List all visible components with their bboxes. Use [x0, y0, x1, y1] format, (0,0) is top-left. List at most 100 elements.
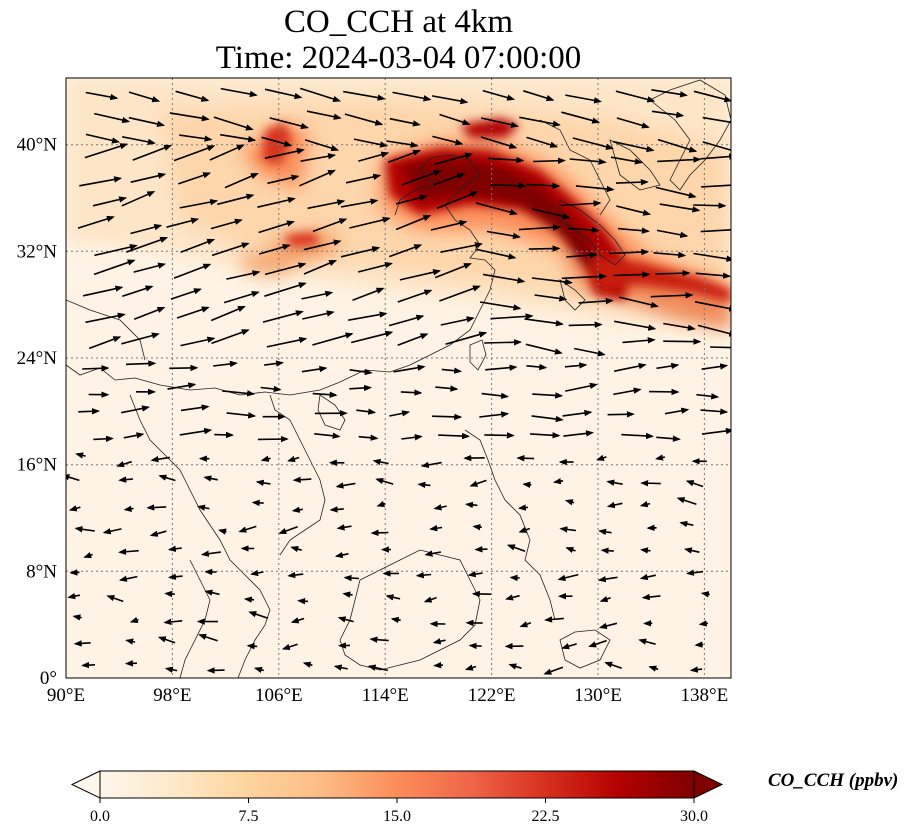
wind-arrow — [209, 144, 245, 161]
wind-arrow — [505, 594, 520, 601]
wind-arrow — [392, 91, 432, 102]
wind-arrow — [420, 461, 442, 469]
wind-arrow — [698, 620, 708, 627]
wind-arrow — [532, 392, 564, 399]
wind-arrow — [519, 116, 561, 127]
wind-arrow — [563, 430, 594, 437]
wind-arrow — [440, 316, 475, 326]
wind-arrow — [686, 569, 703, 576]
wind-arrow — [700, 229, 731, 233]
wind-arrow — [333, 664, 348, 671]
wind-arrow — [441, 367, 463, 374]
wind-arrow — [655, 186, 697, 199]
wind-arrow — [656, 435, 681, 442]
wind-arrow — [530, 432, 561, 439]
wind-arrow — [475, 202, 518, 216]
wind-arrow — [533, 157, 566, 164]
wind-arrow — [303, 239, 342, 251]
wind-arrow — [700, 408, 729, 415]
wind-arrow — [655, 454, 666, 461]
wind-arrow — [128, 91, 161, 103]
wind-arrow — [613, 140, 655, 153]
wind-arrow — [641, 593, 661, 601]
wind-arrow — [597, 575, 618, 583]
wind-arrow — [401, 170, 442, 186]
lon-tick-labels: 90°E 98°E 106°E 114°E 122°E 130°E 138°E — [47, 685, 728, 706]
wind-arrow — [345, 173, 382, 184]
wind-arrow — [243, 596, 255, 603]
wind-arrow — [133, 306, 166, 321]
wind-arrow — [211, 242, 250, 257]
wind-arrow — [301, 290, 334, 300]
colorbar: 0.0 7.5 15.0 22.5 30.0 — [70, 770, 724, 825]
wind-arrow — [434, 263, 472, 279]
wind-arrow — [526, 363, 548, 371]
wind-arrow — [557, 573, 579, 581]
wind-arrow — [578, 297, 614, 305]
wind-arrow — [429, 524, 443, 532]
wind-arrow — [434, 152, 474, 166]
wind-arrow — [200, 550, 221, 557]
wind-arrow — [180, 336, 216, 347]
wind-arrow — [302, 661, 313, 668]
lon-tick-label: 138°E — [681, 685, 729, 706]
wind-arrow — [524, 318, 564, 327]
wind-arrow — [177, 172, 212, 185]
wind-arrow — [352, 287, 385, 301]
wind-arrow — [213, 360, 238, 368]
wind-arrow — [92, 196, 128, 207]
wind-arrow — [312, 332, 354, 346]
wind-arrow — [68, 505, 81, 512]
wind-arrow — [657, 138, 698, 153]
wind-arrow — [122, 285, 154, 298]
wind-arrow — [523, 90, 555, 102]
wind-arrow — [474, 546, 488, 553]
wind-arrow — [337, 616, 354, 623]
wind-arrow — [695, 272, 731, 279]
wind-arrow — [568, 321, 603, 328]
wind-arrow — [621, 432, 654, 440]
wind-arrow — [169, 364, 199, 372]
wind-arrow — [83, 552, 93, 559]
wind-arrow — [640, 480, 661, 487]
wind-arrow — [656, 362, 680, 370]
wind-arrow — [616, 205, 652, 216]
wind-arrow — [85, 133, 120, 144]
wind-arrow — [389, 244, 423, 258]
wind-arrow — [344, 113, 384, 126]
wind-arrow — [655, 269, 691, 277]
wind-arrow — [356, 408, 377, 415]
wind-arrow — [258, 244, 291, 255]
wind-arrow — [479, 301, 522, 311]
wind-arrow — [701, 181, 731, 189]
wind-arrow — [484, 339, 522, 346]
wind-arrow — [67, 592, 81, 600]
wind-arrow — [484, 432, 515, 439]
wind-arrow — [525, 343, 563, 355]
wind-arrow — [615, 178, 649, 186]
wind-arrow — [250, 569, 264, 577]
wind-arrow — [433, 662, 444, 669]
wind-arrow — [588, 639, 607, 648]
wind-arrow — [640, 547, 651, 554]
wind-arrow — [683, 547, 700, 554]
wind-arrow — [415, 571, 432, 579]
wind-arrow — [349, 216, 391, 229]
wind-arrow — [396, 194, 428, 205]
wind-arrow — [468, 642, 482, 650]
wind-arrow — [534, 294, 568, 302]
colorbar-extend-max — [693, 770, 724, 799]
wind-arrow — [348, 311, 388, 321]
wind-arrow — [432, 135, 464, 146]
wind-arrow — [663, 338, 702, 345]
wind-arrow — [561, 273, 608, 280]
wind-arrow — [436, 191, 479, 210]
colorbar-label: CO_CCH (ppbv) — [768, 770, 899, 791]
wind-arrow — [211, 329, 250, 345]
wind-arrow — [198, 633, 218, 642]
wind-arrow — [88, 336, 122, 350]
wind-arrow — [349, 368, 373, 376]
wind-arrow — [569, 158, 607, 165]
wind-arrow — [121, 332, 160, 345]
wind-arrow — [508, 663, 522, 670]
